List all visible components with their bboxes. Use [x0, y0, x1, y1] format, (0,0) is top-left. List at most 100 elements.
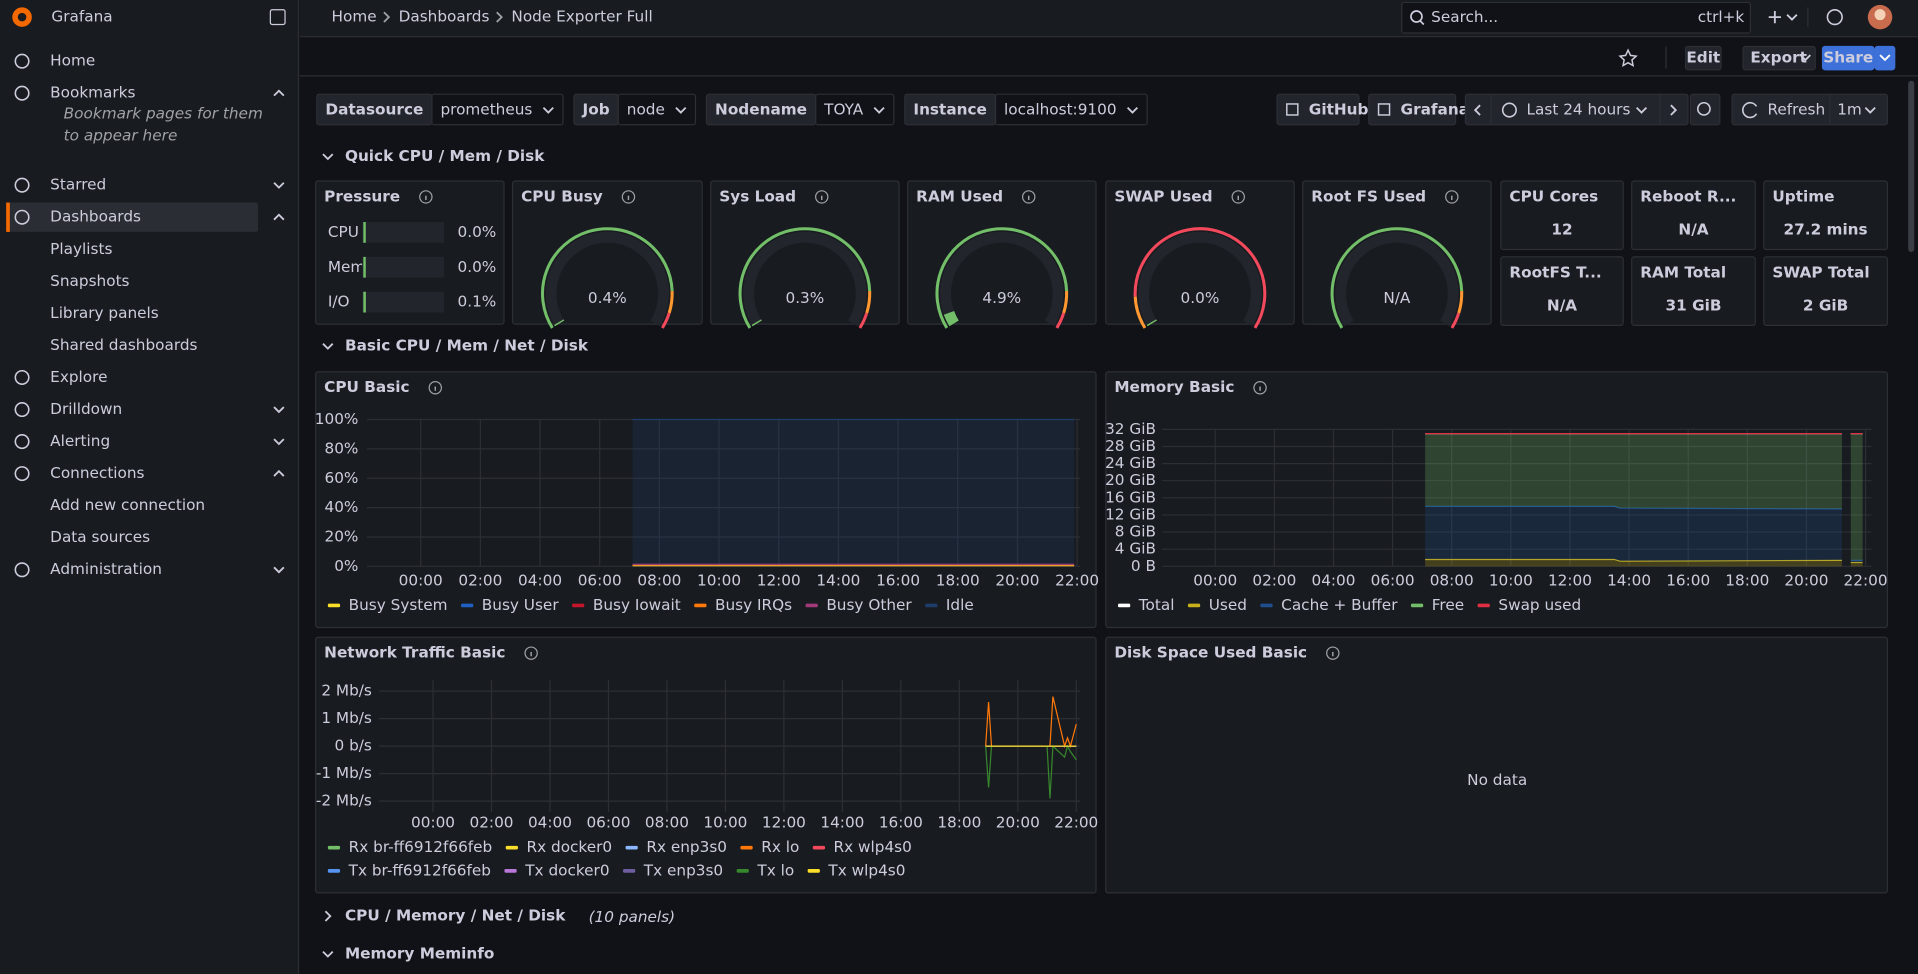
- link-button[interactable]: [1368, 93, 1457, 126]
- variable-value[interactable]: TOYA: [823, 101, 864, 119]
- nav-item[interactable]: Bookmarks: [50, 84, 135, 102]
- nav-subitem[interactable]: Snapshots: [50, 272, 129, 290]
- gauge-value: [943, 310, 959, 327]
- nav-subitem[interactable]: Add new connection: [50, 496, 205, 514]
- legend-label[interactable]: Free: [1432, 596, 1464, 614]
- info-icon: [1027, 195, 1030, 200]
- legend-label[interactable]: Used: [1209, 596, 1247, 614]
- legend-label[interactable]: Total: [1138, 596, 1175, 614]
- nav-item[interactable]: Alerting: [50, 432, 110, 450]
- nav-item[interactable]: Dashboards: [50, 208, 141, 226]
- nav-item[interactable]: Drilldown: [50, 400, 122, 418]
- share-menu[interactable]: [1874, 45, 1896, 71]
- scrollbar: [1908, 80, 1915, 252]
- legend-label[interactable]: Cache + Buffer: [1281, 596, 1398, 614]
- breadcrumb[interactable]: Home: [332, 8, 377, 26]
- export-button[interactable]: [1742, 45, 1816, 71]
- threshold-arc: [1450, 312, 1461, 329]
- search-box[interactable]: [1401, 1, 1751, 34]
- variable-select[interactable]: [994, 93, 1148, 126]
- info-icon: [425, 195, 427, 200]
- nav-subitem[interactable]: Data sources: [50, 528, 150, 546]
- variable-value[interactable]: localhost:9100: [1004, 101, 1117, 119]
- row-title[interactable]: Memory Meminfo: [345, 945, 494, 963]
- pressure-label: I/O: [328, 293, 350, 311]
- panel: [1302, 180, 1492, 325]
- nav-item[interactable]: Explore: [50, 368, 107, 386]
- row-title[interactable]: Basic CPU / Mem / Net / Disk: [345, 337, 589, 355]
- legend-label[interactable]: Busy Other: [826, 596, 912, 614]
- bookmark-note: Bookmark pages for them to appear here: [64, 104, 263, 144]
- legend-label[interactable]: Swap used: [1498, 596, 1581, 614]
- legend-label[interactable]: Rx enp3s0: [646, 838, 727, 856]
- x-tick-label: 14:00: [1607, 571, 1651, 589]
- panel-title: Root FS Used: [1311, 187, 1426, 205]
- nav-icon: [14, 434, 30, 450]
- nav-item[interactable]: Home: [50, 52, 95, 70]
- panel: [315, 371, 1097, 629]
- legend-label[interactable]: Rx docker0: [527, 838, 613, 856]
- variable-select[interactable]: [431, 93, 564, 126]
- threshold-arc: [935, 227, 1069, 329]
- time-picker[interactable]: [1464, 93, 1689, 126]
- nav-subitem[interactable]: Playlists: [50, 240, 112, 258]
- edit-button[interactable]: [1684, 45, 1722, 71]
- legend-swatch: [740, 845, 753, 850]
- threshold-arc: [1133, 296, 1147, 329]
- legend-label[interactable]: Busy IRQs: [715, 596, 792, 614]
- panel-title: RAM Used: [916, 187, 1003, 205]
- nav-subitem[interactable]: Library panels: [50, 304, 159, 322]
- variable-select[interactable]: [814, 93, 895, 126]
- info-icon: [1231, 190, 1245, 204]
- legend-label[interactable]: Rx wlp4s0: [834, 838, 912, 856]
- nav-item[interactable]: Connections: [50, 464, 144, 482]
- nav-subitem[interactable]: Shared dashboards: [50, 336, 197, 354]
- legend-label[interactable]: Rx br-ff6912f66feb: [349, 838, 493, 856]
- chevron: [1864, 106, 1876, 114]
- legend-label[interactable]: Tx br-ff6912f66feb: [348, 861, 491, 879]
- legend-label[interactable]: Tx docker0: [524, 861, 609, 879]
- legend-swatch: [461, 603, 474, 608]
- y-tick-label: 16 GiB: [1105, 488, 1156, 506]
- nav-item[interactable]: Starred: [50, 176, 106, 194]
- variable-select[interactable]: [617, 93, 697, 126]
- help-icon[interactable]: [1826, 8, 1843, 26]
- refresh-text[interactable]: Refresh: [1768, 101, 1826, 119]
- legend-swatch: [805, 603, 818, 608]
- pressure-label: CPU: [328, 223, 359, 241]
- active-bg: [7, 202, 259, 232]
- plus-icon[interactable]: [1768, 11, 1781, 24]
- y-tick-label: 80%: [324, 439, 358, 457]
- nav-icon: [14, 369, 30, 385]
- legend-label[interactable]: Busy Iowait: [593, 596, 681, 614]
- nav-icon: [14, 53, 30, 69]
- variable-value[interactable]: prometheus: [440, 101, 532, 119]
- legend-label[interactable]: Idle: [946, 596, 974, 614]
- legend-label[interactable]: Tx enp3s0: [643, 861, 723, 879]
- panel: [1631, 256, 1756, 326]
- legend-label[interactable]: Rx lo: [761, 838, 799, 856]
- time-range[interactable]: Last 24 hours: [1527, 101, 1631, 119]
- row-title[interactable]: Quick CPU / Mem / Disk: [345, 147, 545, 165]
- row-title[interactable]: CPU / Memory / Net / Disk: [345, 907, 566, 925]
- x-tick-label: 12:00: [757, 571, 801, 589]
- y-tick-label: -2 Mb/s: [316, 792, 372, 810]
- pressure-track: [362, 291, 445, 313]
- breadcrumb[interactable]: Dashboards: [399, 8, 490, 26]
- chevron: [1670, 104, 1678, 116]
- nav-item[interactable]: Administration: [50, 560, 162, 578]
- y-tick-label: 4 GiB: [1115, 540, 1156, 558]
- zoom-out[interactable]: [1689, 93, 1721, 126]
- refresh-interval[interactable]: 1m: [1837, 101, 1862, 119]
- link-button[interactable]: [1276, 93, 1360, 126]
- legend-label[interactable]: Tx wlp4s0: [827, 861, 905, 879]
- share-button[interactable]: [1821, 45, 1875, 71]
- variable-value[interactable]: node: [627, 101, 665, 119]
- panel: [1105, 180, 1295, 325]
- refresh-picker[interactable]: [1731, 93, 1888, 126]
- legend-label[interactable]: Busy User: [482, 596, 560, 614]
- button-text: Share: [1823, 49, 1873, 67]
- legend-label[interactable]: Tx lo: [756, 861, 794, 879]
- legend-label[interactable]: Busy System: [349, 596, 448, 614]
- star-icon[interactable]: [1618, 48, 1638, 67]
